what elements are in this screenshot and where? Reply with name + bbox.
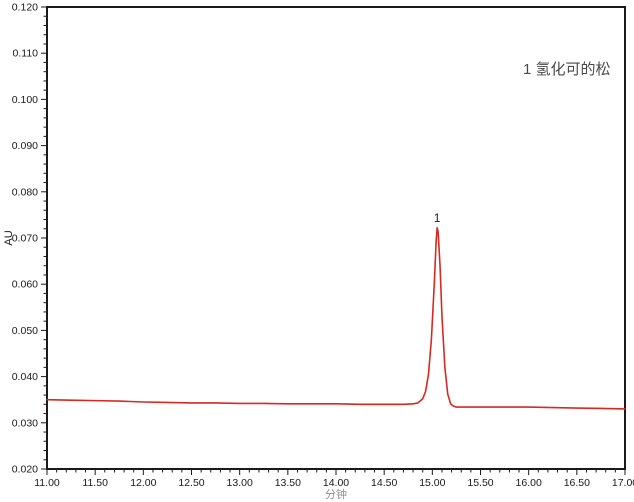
x-tick-label: 15.00 xyxy=(419,477,445,489)
y-tick-label: 0.080 xyxy=(12,186,38,198)
x-axis-title: 分钟 xyxy=(325,487,347,501)
y-tick-label: 0.120 xyxy=(12,2,38,14)
y-tick-label: 0.050 xyxy=(12,325,38,337)
x-tick-label: 16.50 xyxy=(564,477,590,489)
x-tick-label: 11.50 xyxy=(82,477,108,489)
x-tick-label: 15.50 xyxy=(467,477,493,489)
y-tick-label: 0.110 xyxy=(13,48,39,60)
x-tick-label: 14.00 xyxy=(323,477,349,489)
y-axis-title: AU xyxy=(3,230,15,245)
x-tick-label: 17.00 xyxy=(612,477,634,489)
y-tick-label: 0.020 xyxy=(12,464,38,476)
x-tick-label: 16.00 xyxy=(516,477,542,489)
y-tick-label: 0.090 xyxy=(12,140,38,152)
chromatogram-trace xyxy=(46,227,626,410)
compound-annotation: 1 氢化可的松 xyxy=(523,61,611,78)
x-tick-label: 14.50 xyxy=(371,477,397,489)
y-tick-label: 0.040 xyxy=(12,371,38,383)
y-tick-label: 0.070 xyxy=(12,233,38,245)
x-tick-label: 13.50 xyxy=(275,477,301,489)
y-tick-label: 0.030 xyxy=(12,417,38,429)
x-tick-label: 12.00 xyxy=(130,477,156,489)
x-tick-label: 11.00 xyxy=(34,477,60,489)
peak-number-label: 1 xyxy=(434,211,441,225)
y-tick-label: 0.060 xyxy=(12,279,38,291)
x-tick-label: 12.50 xyxy=(178,477,204,489)
y-tick-label: 0.100 xyxy=(12,94,38,106)
x-tick-label: 13.00 xyxy=(227,477,253,489)
